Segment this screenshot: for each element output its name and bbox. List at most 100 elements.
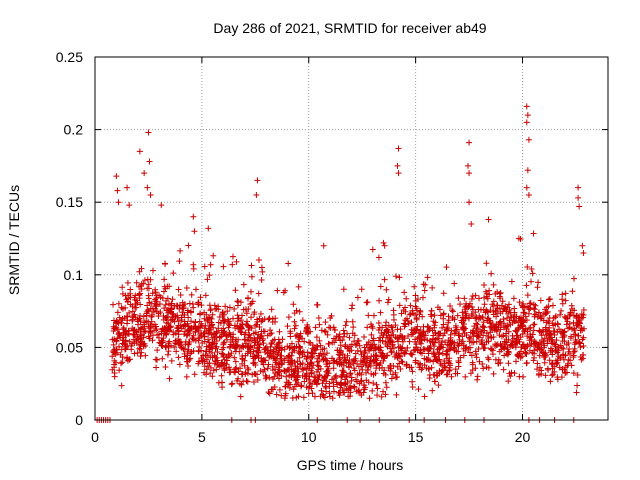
data-point (549, 351, 556, 358)
data-point (398, 358, 405, 365)
data-point (570, 325, 577, 332)
data-point (340, 362, 347, 369)
data-point (440, 332, 447, 339)
data-point (364, 324, 371, 331)
data-point (197, 294, 204, 301)
data-point (259, 317, 266, 324)
data-point (430, 349, 437, 356)
data-point (481, 281, 488, 288)
data-point (418, 340, 425, 347)
data-point (226, 343, 233, 350)
data-point (185, 346, 192, 353)
data-point (429, 387, 436, 394)
data-point (443, 371, 450, 378)
data-point (420, 329, 427, 336)
data-point (356, 342, 363, 349)
data-point (124, 279, 131, 286)
data-point (447, 337, 454, 344)
data-point (577, 353, 584, 360)
data-point (291, 318, 298, 325)
data-point (117, 360, 124, 367)
data-point (180, 346, 187, 353)
data-point (201, 315, 208, 322)
data-point (336, 333, 343, 340)
data-point (561, 313, 568, 320)
data-point (291, 310, 298, 317)
data-point (216, 334, 223, 341)
data-point (551, 341, 558, 348)
data-point (111, 373, 118, 380)
data-point (136, 268, 143, 275)
data-point (162, 260, 169, 267)
data-point (574, 371, 581, 378)
data-point (530, 321, 537, 328)
data-point (290, 345, 297, 352)
data-point (402, 317, 409, 324)
data-point (580, 343, 587, 350)
data-point (528, 278, 535, 285)
data-point (274, 287, 281, 294)
data-point (490, 370, 497, 377)
data-point (451, 280, 458, 287)
data-point (469, 361, 476, 368)
data-point (317, 342, 324, 349)
data-point (232, 369, 239, 376)
data-point (443, 264, 450, 271)
data-point (214, 348, 221, 355)
data-point (126, 202, 133, 209)
data-point (244, 364, 251, 371)
data-point (352, 376, 359, 383)
data-point (455, 358, 462, 365)
data-point (534, 314, 541, 321)
data-point (446, 360, 453, 367)
data-point (299, 349, 306, 356)
data-point (152, 289, 159, 296)
data-point (301, 365, 308, 372)
data-point (440, 310, 447, 317)
data-point (132, 296, 139, 303)
data-point (381, 276, 388, 283)
data-point (220, 354, 227, 361)
data-point (303, 327, 310, 334)
data-point (372, 352, 379, 359)
data-point (416, 335, 423, 342)
data-point (377, 309, 384, 316)
data-point (536, 364, 543, 371)
data-point (243, 318, 250, 325)
data-point (412, 303, 419, 310)
data-point (203, 366, 210, 373)
data-point (244, 378, 251, 385)
data-point (145, 129, 152, 136)
data-point (530, 327, 537, 334)
data-point (497, 289, 504, 296)
data-point (254, 316, 261, 323)
data-point (431, 312, 438, 319)
data-point (317, 393, 324, 400)
data-point (338, 382, 345, 389)
data-point (517, 354, 524, 361)
data-point (459, 338, 466, 345)
data-point (131, 350, 138, 357)
data-point (381, 242, 388, 249)
data-point (280, 289, 287, 296)
data-point (147, 191, 154, 198)
data-point (341, 356, 348, 363)
data-point (439, 324, 446, 331)
data-point (318, 387, 325, 394)
data-point (505, 336, 512, 343)
data-point (430, 335, 437, 342)
data-point (505, 360, 512, 367)
data-point (480, 365, 487, 372)
grid-lines (95, 57, 608, 420)
data-point (565, 340, 572, 347)
data-point (495, 321, 502, 328)
data-point (566, 346, 573, 353)
data-point (509, 332, 516, 339)
data-point (467, 300, 474, 307)
data-point (307, 360, 314, 367)
data-point (205, 336, 212, 343)
data-point (550, 322, 557, 329)
data-point (262, 349, 269, 356)
data-point (201, 358, 208, 365)
data-point (124, 298, 131, 305)
